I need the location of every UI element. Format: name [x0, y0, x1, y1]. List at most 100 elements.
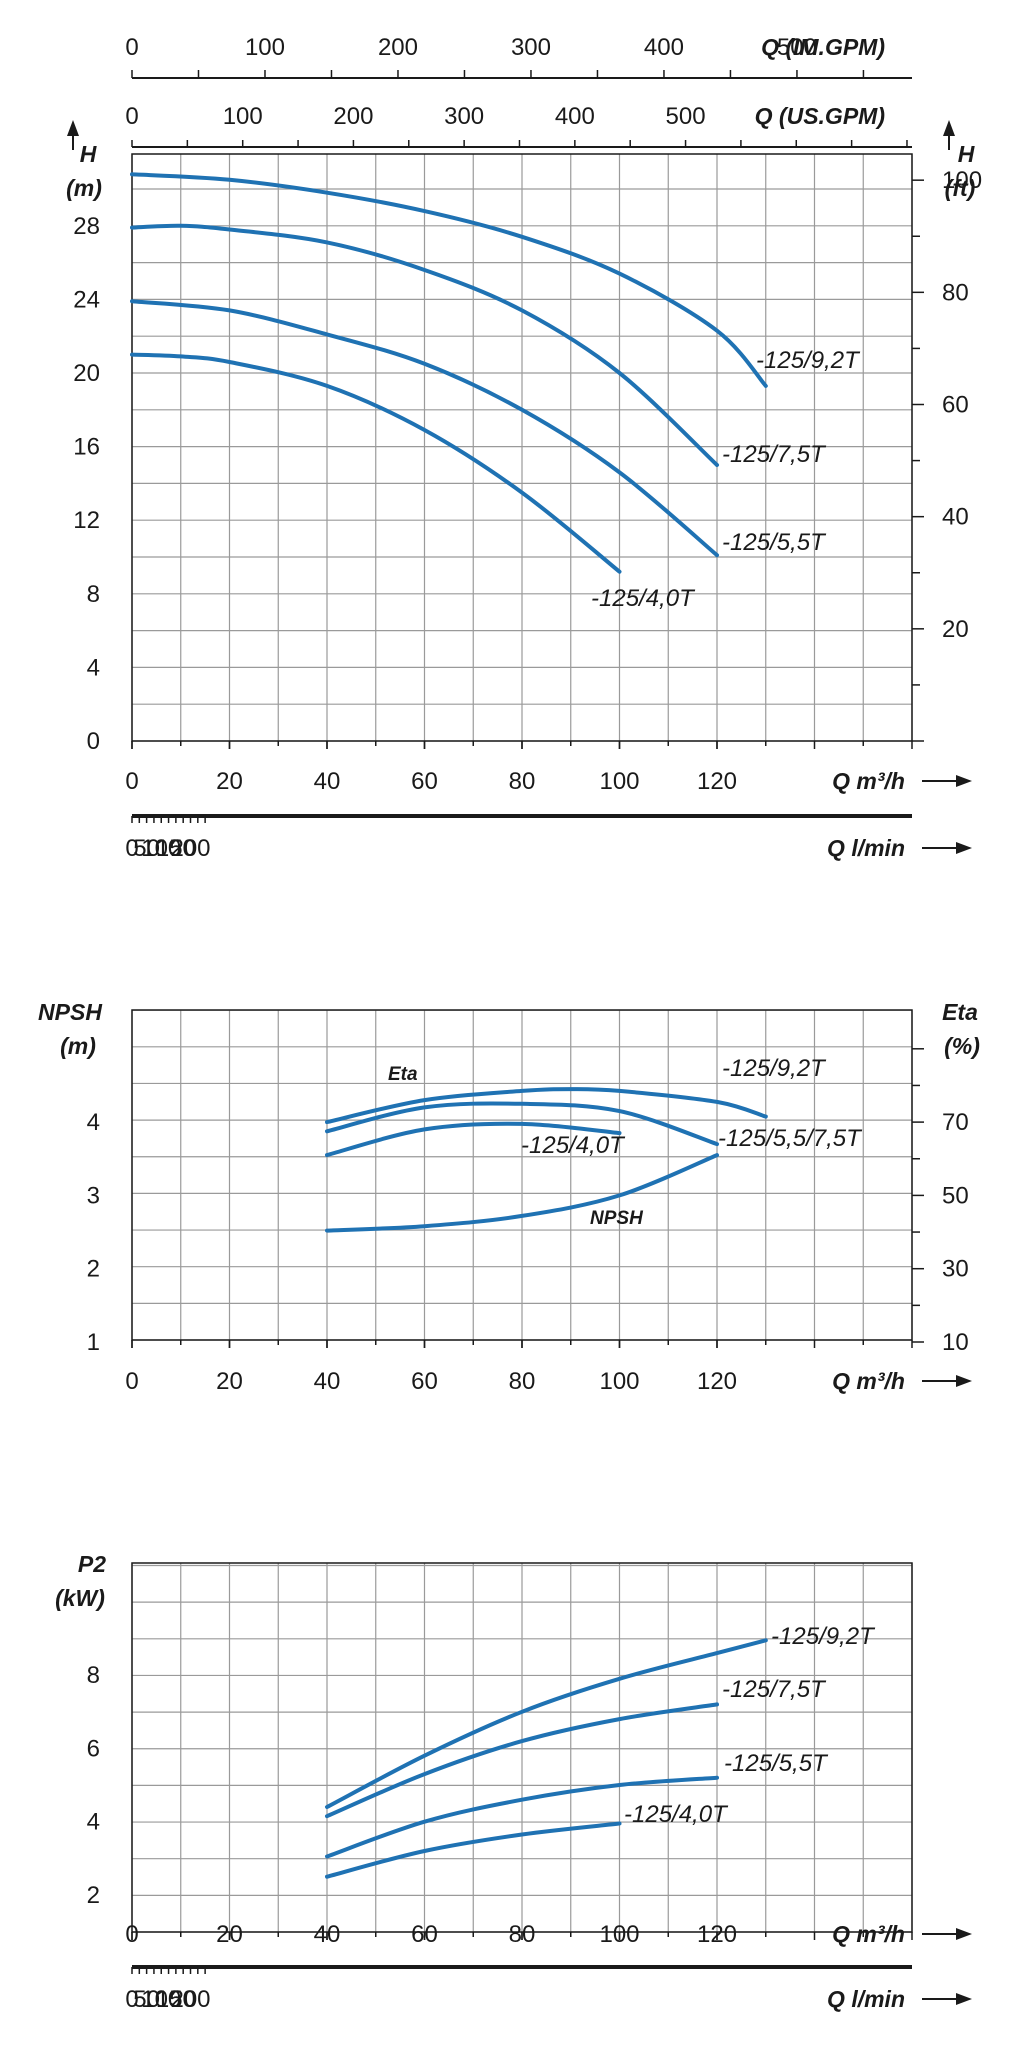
y-tick-label-left: 12 [73, 507, 100, 534]
top-axis-tick-label: 500 [777, 34, 817, 61]
y-tick-label-left: 6 [87, 1735, 100, 1762]
y-tick-label-left: 24 [73, 286, 100, 313]
x-tick-label: 120 [697, 1368, 737, 1395]
x-tick-label: 100 [599, 768, 639, 795]
y-axis-label-left: H [80, 141, 97, 167]
top-axis-tick-label: 300 [511, 34, 551, 61]
y-tick-label-right: 10 [942, 1329, 969, 1356]
lmin-tick-label: 100 [141, 835, 181, 862]
y-tick-label-left: 3 [87, 1182, 100, 1209]
x-tick-label: 80 [509, 1368, 536, 1395]
x-axis-label: Q m³/h [832, 768, 905, 794]
y-tick-label-left: 28 [73, 213, 100, 240]
series-line [325, 1121, 622, 1158]
lmin-axis-label: Q l/min [827, 835, 905, 861]
top-axis-tick-label: 0 [125, 34, 138, 61]
y-tick-label-right: 80 [942, 279, 969, 306]
x-tick-label: 120 [697, 1921, 737, 1948]
axis-arrow-head [956, 1928, 972, 1940]
top-axis-tick-label: 200 [333, 103, 373, 130]
eta-annotation: Eta [388, 1064, 418, 1085]
x-tick-label: 100 [599, 1921, 639, 1948]
series-label: -125/4,0T [521, 1132, 626, 1159]
x-axis-label: Q m³/h [832, 1368, 905, 1394]
series-label: -125/9,2T [771, 1623, 876, 1650]
top-axis-tick-label: 100 [223, 103, 263, 130]
x-tick-label: 20 [216, 1921, 243, 1948]
top-axis-tick-label: 300 [444, 103, 484, 130]
y-axis-unit-left: (kW) [55, 1585, 105, 1611]
y-tick-label-left: 4 [87, 1109, 100, 1136]
y-tick-label-right: 20 [942, 616, 969, 643]
series-label: -125/4,0T [624, 1801, 729, 1828]
axis-arrow-head [956, 1375, 972, 1387]
axis-arrow-head [956, 775, 972, 787]
y-axis-arrowhead-right [943, 120, 955, 136]
series-line [325, 1101, 719, 1147]
series-line [130, 223, 719, 467]
y-axis-unit-left: (m) [60, 1033, 96, 1059]
axis-arrow-head [956, 842, 972, 854]
y-tick-label-left: 4 [87, 654, 100, 681]
y-tick-label-left: 1 [87, 1329, 100, 1356]
series-label: -125/7,5T [722, 1676, 827, 1703]
y-tick-label-left: 0 [87, 728, 100, 755]
top-axis-tick-label: 500 [666, 103, 706, 130]
lmin-tick-label: 50 [133, 1986, 160, 2013]
x-tick-label: 40 [314, 1368, 341, 1395]
top-axis-tick-label: 200 [378, 34, 418, 61]
lmin-tick-label: 100 [141, 1986, 181, 2013]
series-label: -125/5,5T [722, 529, 827, 556]
series-label: -125/4,0T [591, 585, 696, 612]
y-tick-label-right: 70 [942, 1109, 969, 1136]
x-tick-label: 80 [509, 1921, 536, 1948]
series-line [325, 1153, 719, 1233]
top-axis-tick-label: 100 [245, 34, 285, 61]
series-line [325, 1821, 622, 1879]
y-tick-label-right: 100 [942, 167, 982, 194]
x-tick-label: 0 [125, 1921, 138, 1948]
series-line [325, 1087, 768, 1125]
top-axis-label: Q (IM.GPM) [761, 34, 885, 60]
x-tick-label: 40 [314, 1921, 341, 1948]
x-tick-label: 120 [697, 768, 737, 795]
y-tick-label-left: 8 [87, 1662, 100, 1689]
lmin-axis-label: Q l/min [827, 1986, 905, 2012]
y-axis-unit-left: (m) [66, 175, 102, 201]
y-axis-arrowhead-left [67, 120, 79, 136]
top-axis-label: Q (US.GPM) [755, 103, 885, 129]
series-label: -125/9,2T [756, 347, 861, 374]
npsh-annotation: NPSH [590, 1208, 644, 1229]
series-line [325, 1775, 719, 1859]
lmin-tick-label: 200 [170, 1986, 210, 2013]
x-tick-label: 60 [411, 1921, 438, 1948]
lmin-tick-label: 0 [125, 835, 138, 862]
series-label: -125/5,5/7,5T [718, 1125, 863, 1152]
y-tick-label-right: 40 [942, 504, 969, 531]
y-tick-label-left: 16 [73, 434, 100, 461]
top-axis-tick-label: 400 [644, 34, 684, 61]
x-tick-label: 0 [125, 1368, 138, 1395]
series-line [130, 172, 768, 388]
y-tick-label-left: 2 [87, 1256, 100, 1283]
x-tick-label: 40 [314, 768, 341, 795]
x-tick-label: 100 [599, 1368, 639, 1395]
series-label: -125/7,5T [722, 441, 827, 468]
series-label: -125/5,5T [724, 1750, 829, 1777]
y-tick-label-left: 20 [73, 360, 100, 387]
lmin-tick-label: 50 [133, 835, 160, 862]
series-line [130, 352, 622, 574]
y-axis-label-right: Eta [942, 999, 978, 1025]
x-tick-label: 20 [216, 1368, 243, 1395]
lmin-tick-label: 200 [170, 835, 210, 862]
lmin-tick-label: 150 [156, 835, 196, 862]
series-line [325, 1702, 719, 1819]
top-axis-tick-label: 0 [125, 103, 138, 130]
x-axis-label: Q m³/h [832, 1921, 905, 1947]
x-tick-label: 60 [411, 1368, 438, 1395]
series-label: -125/9,2T [722, 1055, 827, 1082]
x-tick-label: 60 [411, 768, 438, 795]
axis-arrow-head [956, 1993, 972, 2005]
